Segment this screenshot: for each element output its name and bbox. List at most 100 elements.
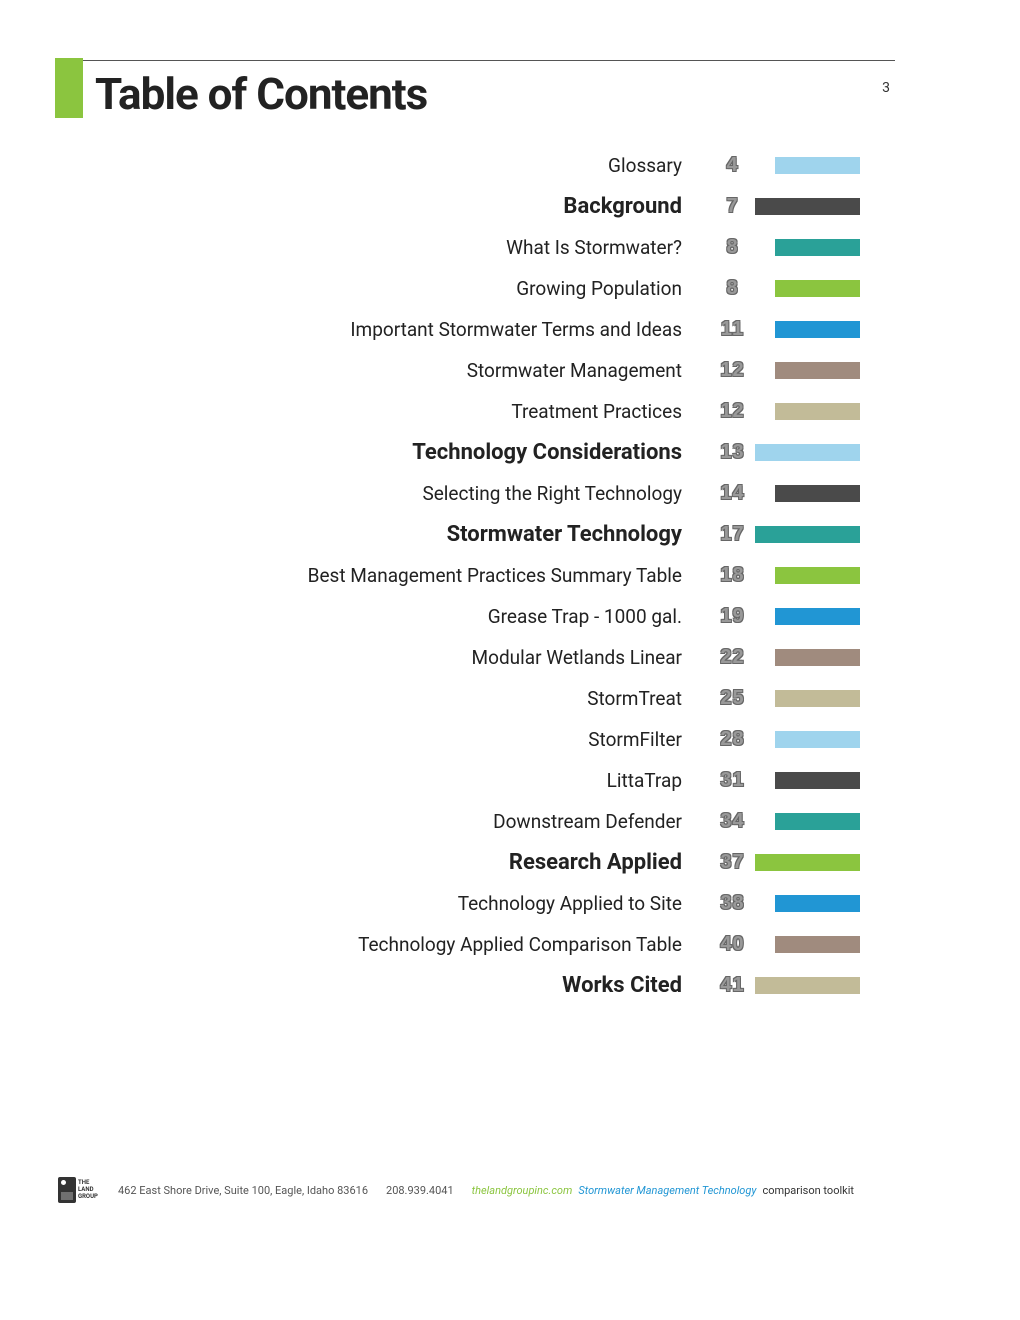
toc-color-bar: [775, 649, 860, 666]
toc-page-number: 4: [710, 154, 755, 177]
top-rule: [55, 60, 895, 61]
toc-color-bar: [775, 813, 860, 830]
toc-label: Stormwater Management: [55, 359, 710, 382]
toc-row[interactable]: Research Applied37: [55, 842, 895, 883]
toc-color-bar: [775, 485, 860, 502]
toc-row[interactable]: Treatment Practices12: [55, 391, 895, 432]
toc-label: Downstream Defender: [55, 810, 710, 833]
toc-color-bar: [775, 936, 860, 953]
toc-label: Glossary: [55, 154, 710, 177]
toc-label: Technology Applied to Site: [55, 892, 710, 915]
toc-bar-wrap: [755, 678, 895, 719]
footer-address: 462 East Shore Drive, Suite 100, Eagle, …: [118, 1184, 368, 1197]
toc-page-number: 19: [710, 605, 755, 628]
toc-bar-wrap: [755, 965, 895, 1006]
toc-color-bar: [775, 567, 860, 584]
toc-row[interactable]: Background7: [55, 186, 895, 227]
toc-row[interactable]: Important Stormwater Terms and Ideas11: [55, 309, 895, 350]
toc-color-bar: [755, 526, 860, 543]
toc-row[interactable]: Selecting the Right Technology14: [55, 473, 895, 514]
toc-page-number: 17: [710, 523, 755, 546]
toc-row[interactable]: Glossary4: [55, 145, 895, 186]
toc-page-number: 14: [710, 482, 755, 505]
toc-page-number: 34: [710, 810, 755, 833]
footer-subtitle: Stormwater Management Technology: [578, 1184, 756, 1197]
toc-bar-wrap: [755, 842, 895, 883]
toc-row[interactable]: Modular Wetlands Linear22: [55, 637, 895, 678]
toc-row[interactable]: Works Cited41: [55, 965, 895, 1006]
logo-text: THELANDGROUP: [78, 1179, 98, 1200]
toc-label: What Is Stormwater?: [55, 236, 710, 259]
toc-color-bar: [775, 280, 860, 297]
toc-bar-wrap: [755, 309, 895, 350]
toc-page-number: 28: [710, 728, 755, 751]
toc-label: Stormwater Technology: [55, 522, 710, 547]
toc-row[interactable]: Technology Applied to Site38: [55, 883, 895, 924]
toc-row[interactable]: LittaTrap31: [55, 760, 895, 801]
toc-page-number: 7: [710, 195, 755, 218]
toc-color-bar: [775, 157, 860, 174]
toc-label: Selecting the Right Technology: [55, 482, 710, 505]
toc-page-number: 38: [710, 892, 755, 915]
toc-row[interactable]: What Is Stormwater?8: [55, 227, 895, 268]
toc-bar-wrap: [755, 268, 895, 309]
toc-page-number: 11: [710, 318, 755, 341]
toc-bar-wrap: [755, 719, 895, 760]
toc-page-number: 25: [710, 687, 755, 710]
toc-row[interactable]: Grease Trap - 1000 gal.19: [55, 596, 895, 637]
toc-bar-wrap: [755, 801, 895, 842]
toc-row[interactable]: Growing Population8: [55, 268, 895, 309]
toc-color-bar: [755, 977, 860, 994]
toc-row[interactable]: Stormwater Technology17: [55, 514, 895, 555]
toc-color-bar: [775, 690, 860, 707]
toc-bar-wrap: [755, 637, 895, 678]
toc-bar-wrap: [755, 596, 895, 637]
toc-row[interactable]: Technology Considerations13: [55, 432, 895, 473]
toc-color-bar: [775, 321, 860, 338]
toc-label: Technology Applied Comparison Table: [55, 933, 710, 956]
toc-bar-wrap: [755, 760, 895, 801]
toc-page-number: 41: [710, 974, 755, 997]
page-number: 3: [882, 80, 890, 96]
toc-row[interactable]: StormTreat25: [55, 678, 895, 719]
toc-bar-wrap: [755, 391, 895, 432]
toc-color-bar: [755, 854, 860, 871]
toc-row[interactable]: Stormwater Management12: [55, 350, 895, 391]
toc-row[interactable]: Downstream Defender34: [55, 801, 895, 842]
toc-page-number: 18: [710, 564, 755, 587]
toc-page-number: 13: [710, 441, 755, 464]
toc-page-number: 40: [710, 933, 755, 956]
table-of-contents: Glossary4Background7What Is Stormwater?8…: [55, 145, 895, 1006]
toc-row[interactable]: Best Management Practices Summary Table1…: [55, 555, 895, 596]
toc-page-number: 31: [710, 769, 755, 792]
toc-color-bar: [775, 772, 860, 789]
toc-bar-wrap: [755, 186, 895, 227]
toc-label: StormTreat: [55, 687, 710, 710]
toc-color-bar: [775, 608, 860, 625]
toc-page-number: 8: [710, 236, 755, 259]
logo-mark-icon: [58, 1177, 76, 1203]
toc-row[interactable]: Technology Applied Comparison Table40: [55, 924, 895, 965]
title-accent: [55, 58, 83, 118]
toc-color-bar: [775, 239, 860, 256]
toc-page-number: 37: [710, 851, 755, 874]
toc-label: StormFilter: [55, 728, 710, 751]
toc-label: Research Applied: [55, 850, 710, 875]
toc-bar-wrap: [755, 514, 895, 555]
toc-bar-wrap: [755, 227, 895, 268]
toc-color-bar: [775, 362, 860, 379]
toc-bar-wrap: [755, 145, 895, 186]
toc-label: Growing Population: [55, 277, 710, 300]
toc-label: Modular Wetlands Linear: [55, 646, 710, 669]
toc-color-bar: [775, 895, 860, 912]
toc-label: Best Management Practices Summary Table: [55, 564, 710, 587]
toc-bar-wrap: [755, 883, 895, 924]
toc-label: Treatment Practices: [55, 400, 710, 423]
toc-row[interactable]: StormFilter28: [55, 719, 895, 760]
footer-phone: 208.939.4041: [386, 1184, 454, 1197]
toc-page-number: 12: [710, 400, 755, 423]
toc-label: Technology Considerations: [55, 440, 710, 465]
toc-label: Grease Trap - 1000 gal.: [55, 605, 710, 628]
toc-label: Important Stormwater Terms and Ideas: [55, 318, 710, 341]
toc-label: LittaTrap: [55, 769, 710, 792]
